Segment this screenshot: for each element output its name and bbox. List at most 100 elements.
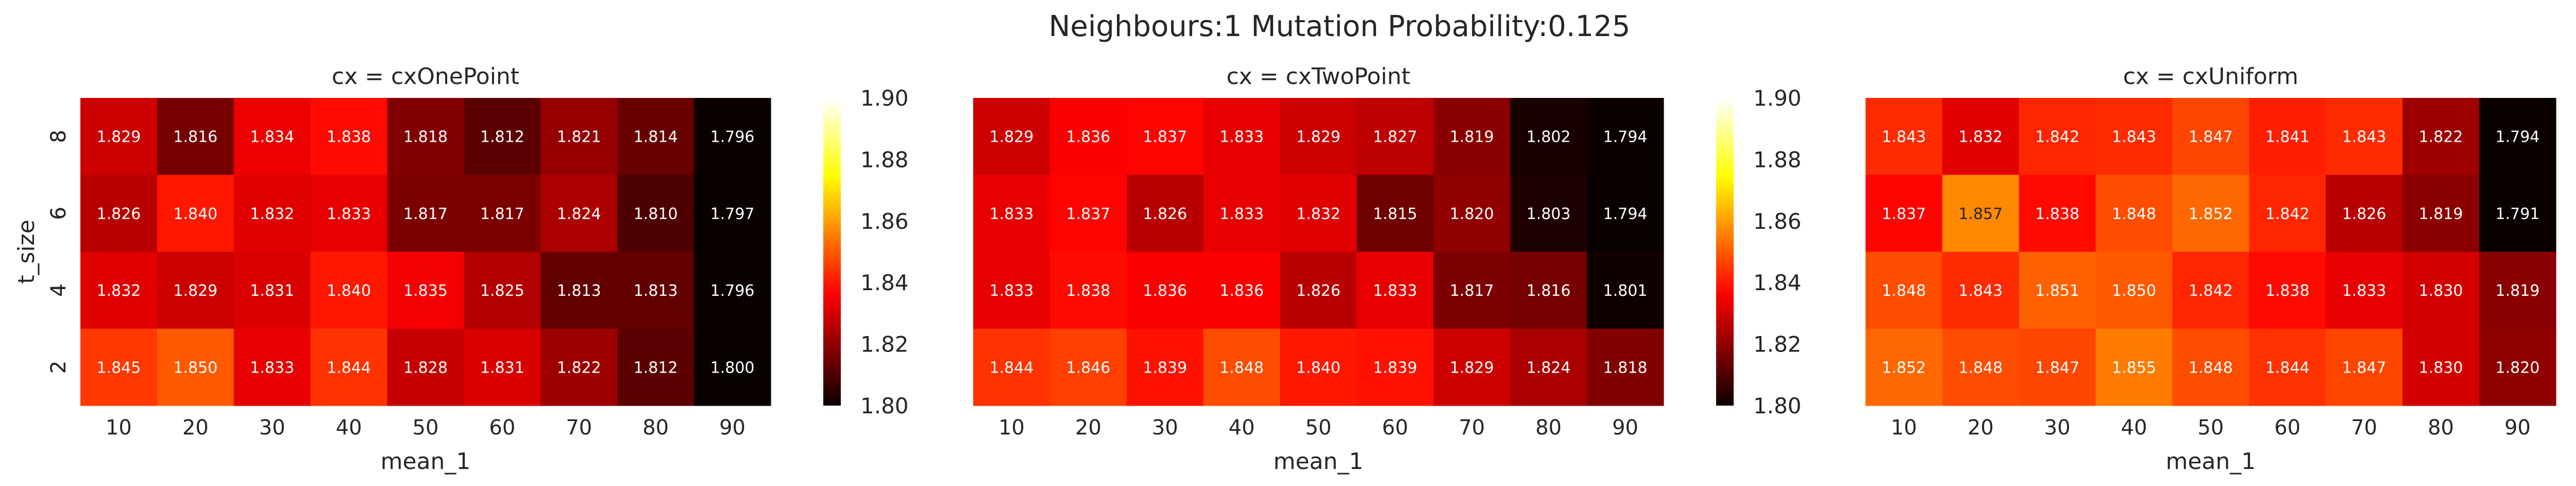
heatmap-cell bbox=[1942, 98, 2020, 175]
y-axis-label: t_size bbox=[13, 220, 40, 284]
heatmap-cell bbox=[2095, 252, 2173, 329]
heatmap-cell bbox=[1866, 175, 1943, 253]
cell-value-label: 1.844 bbox=[989, 359, 1033, 377]
heatmap-cell bbox=[233, 328, 311, 406]
cell-value-label: 1.796 bbox=[710, 128, 755, 146]
heatmap-cell bbox=[2249, 252, 2326, 329]
heatmap-cell bbox=[1126, 252, 1204, 329]
cell-value-label: 1.820 bbox=[1450, 205, 1494, 223]
heatmap-cell bbox=[387, 175, 465, 253]
heatmap-cell bbox=[617, 252, 694, 329]
cell-value-label: 1.838 bbox=[2035, 205, 2079, 223]
cell-value-label: 1.819 bbox=[1450, 128, 1494, 146]
cell-value-label: 1.794 bbox=[1603, 128, 1648, 146]
cell-value-label: 1.803 bbox=[1527, 205, 1571, 223]
cell-value-label: 1.840 bbox=[327, 282, 371, 300]
cell-value-label: 1.840 bbox=[173, 205, 217, 223]
cell-value-label: 1.852 bbox=[1882, 359, 1926, 377]
cell-value-label: 1.829 bbox=[96, 128, 141, 146]
cell-value-label: 1.833 bbox=[1219, 128, 1264, 146]
heatmap-cell bbox=[617, 328, 694, 406]
cell-value-label: 1.813 bbox=[557, 282, 601, 300]
heatmap-cell bbox=[1126, 98, 1204, 175]
cell-value-label: 1.818 bbox=[403, 128, 448, 146]
cell-value-label: 1.836 bbox=[1143, 282, 1187, 300]
cell-value-label: 1.847 bbox=[2342, 359, 2386, 377]
cell-value-label: 1.818 bbox=[1603, 359, 1648, 377]
cell-value-label: 1.844 bbox=[327, 359, 371, 377]
x-tick-label: 80 bbox=[642, 416, 669, 440]
x-tick-label: 60 bbox=[489, 416, 515, 440]
cell-value-label: 1.816 bbox=[173, 128, 217, 146]
cell-value-label: 1.842 bbox=[2189, 282, 2233, 300]
heatmap-cell bbox=[1587, 252, 1664, 329]
heatmap-cell bbox=[2402, 98, 2480, 175]
cell-value-label: 1.829 bbox=[1450, 359, 1494, 377]
panel-title: cx = cxTwoPoint bbox=[1226, 63, 1410, 90]
heatmap-cell bbox=[694, 175, 771, 253]
cell-value-label: 1.801 bbox=[1603, 282, 1648, 300]
cell-value-label: 1.819 bbox=[2496, 282, 2540, 300]
heatmap-cell bbox=[1203, 252, 1281, 329]
colorbar-tick-label: 1.86 bbox=[1753, 209, 1802, 234]
y-tick-label: 6 bbox=[47, 207, 71, 220]
cell-value-label: 1.817 bbox=[403, 205, 448, 223]
cell-value-label: 1.840 bbox=[1296, 359, 1341, 377]
heatmap-cell bbox=[973, 252, 1050, 329]
cell-value-label: 1.848 bbox=[1882, 282, 1926, 300]
cell-value-label: 1.815 bbox=[1373, 205, 1417, 223]
heatmap-cell bbox=[1049, 98, 1127, 175]
heatmap-cell bbox=[694, 328, 771, 406]
cell-value-label: 1.833 bbox=[250, 359, 294, 377]
x-tick-label: 60 bbox=[1382, 416, 1408, 440]
heatmap-cell bbox=[1203, 98, 1281, 175]
cell-value-label: 1.829 bbox=[173, 282, 217, 300]
x-tick-label: 70 bbox=[566, 416, 592, 440]
heatmap-cell bbox=[464, 98, 541, 175]
heatmap-cell bbox=[310, 328, 388, 406]
cell-value-label: 1.797 bbox=[710, 205, 755, 223]
heatmap-cell bbox=[2095, 98, 2173, 175]
colorbar-tick-label: 1.84 bbox=[1753, 270, 1802, 295]
cell-value-label: 1.796 bbox=[710, 282, 755, 300]
heatmap-cell bbox=[2095, 328, 2173, 406]
heatmap-cell bbox=[2479, 98, 2556, 175]
y-tick-label: 4 bbox=[47, 283, 71, 296]
cell-value-label: 1.845 bbox=[96, 359, 141, 377]
heatmap-panel-2: cx = cxTwoPoint 1.829 1.836 1.837 1.833 1.829… bbox=[47, 63, 1802, 475]
x-tick-label: 10 bbox=[106, 416, 132, 440]
cell-value-label: 1.833 bbox=[1373, 282, 1417, 300]
y-tick-label: 6 bbox=[47, 207, 71, 220]
heatmap-cell bbox=[2249, 98, 2326, 175]
colorbar-tick-label: 1.82 bbox=[1753, 332, 1802, 357]
y-tick-label: 8 bbox=[47, 130, 71, 143]
cell-value-label: 1.852 bbox=[2189, 205, 2233, 223]
cell-value-label: 1.848 bbox=[2189, 359, 2233, 377]
panel-title: cx = cxUniform bbox=[2123, 63, 2298, 90]
colorbar-tick-label: 1.80 bbox=[860, 393, 909, 418]
heatmap-cell bbox=[1203, 328, 1281, 406]
x-tick-label: 50 bbox=[2198, 416, 2224, 440]
heatmap-cell bbox=[2402, 175, 2480, 253]
colorbar-tick-label: 1.86 bbox=[860, 209, 909, 234]
cell-value-label: 1.837 bbox=[1066, 205, 1110, 223]
cell-value-label: 1.833 bbox=[989, 282, 1033, 300]
cell-value-label: 1.812 bbox=[634, 359, 678, 377]
x-axis-label: mean_1 bbox=[381, 448, 471, 475]
cell-value-label: 1.832 bbox=[96, 282, 141, 300]
cell-value-label: 1.833 bbox=[2342, 282, 2386, 300]
heatmap-cell bbox=[617, 98, 694, 175]
cell-value-label: 1.826 bbox=[2342, 205, 2386, 223]
cell-value-label: 1.814 bbox=[634, 128, 678, 146]
heatmap-cell bbox=[387, 252, 465, 329]
x-tick-label: 20 bbox=[1968, 416, 1994, 440]
heatmap-cell bbox=[80, 252, 158, 329]
cell-value-label: 1.826 bbox=[1143, 205, 1187, 223]
heatmap-cell bbox=[1510, 98, 1587, 175]
heatmap-cell bbox=[1126, 175, 1204, 253]
cell-value-label: 1.800 bbox=[710, 359, 755, 377]
heatmap-cell bbox=[464, 252, 541, 329]
x-tick-label: 20 bbox=[1075, 416, 1101, 440]
heatmap-cell bbox=[973, 98, 1050, 175]
